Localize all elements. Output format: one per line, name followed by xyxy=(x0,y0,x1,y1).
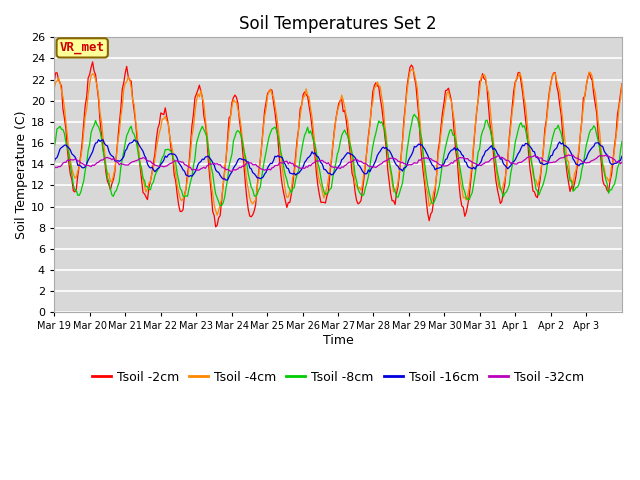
Tsoil -4cm xyxy=(213,212,221,218)
Tsoil -32cm xyxy=(618,159,626,165)
Tsoil -2cm xyxy=(89,59,97,65)
Tsoil -16cm xyxy=(616,157,624,163)
Tsoil -32cm xyxy=(541,158,548,164)
Text: VR_met: VR_met xyxy=(60,41,105,54)
Tsoil -8cm xyxy=(618,139,626,144)
Tsoil -8cm xyxy=(616,148,624,154)
X-axis label: Time: Time xyxy=(323,334,353,347)
Tsoil -4cm xyxy=(344,118,351,123)
Tsoil -32cm xyxy=(70,157,77,163)
Tsoil -8cm xyxy=(70,182,77,188)
Tsoil -2cm xyxy=(212,224,220,230)
Tsoil -16cm xyxy=(50,159,58,165)
Tsoil -8cm xyxy=(410,111,418,117)
Line: Tsoil -32cm: Tsoil -32cm xyxy=(54,155,622,171)
Tsoil -8cm xyxy=(543,169,550,175)
Tsoil -16cm xyxy=(618,154,626,159)
Tsoil -4cm xyxy=(458,185,466,191)
Tsoil -4cm xyxy=(87,73,95,79)
Line: Tsoil -8cm: Tsoil -8cm xyxy=(54,114,622,205)
Tsoil -2cm xyxy=(543,117,550,123)
Tsoil -32cm xyxy=(564,152,572,158)
Line: Tsoil -4cm: Tsoil -4cm xyxy=(54,69,622,215)
Tsoil -4cm xyxy=(543,120,550,126)
Tsoil -8cm xyxy=(50,146,58,152)
Tsoil -32cm xyxy=(87,164,95,169)
Line: Tsoil -2cm: Tsoil -2cm xyxy=(54,62,622,227)
Tsoil -4cm xyxy=(70,171,77,177)
Tsoil -16cm xyxy=(543,161,550,167)
Tsoil -2cm xyxy=(50,82,58,87)
Tsoil -8cm xyxy=(87,130,95,135)
Title: Soil Temperatures Set 2: Soil Temperatures Set 2 xyxy=(239,15,437,33)
Tsoil -32cm xyxy=(344,161,351,167)
Tsoil -2cm xyxy=(618,81,626,87)
Tsoil -4cm xyxy=(50,86,58,92)
Tsoil -2cm xyxy=(616,91,624,97)
Tsoil -8cm xyxy=(344,132,351,138)
Tsoil -8cm xyxy=(458,176,466,181)
Tsoil -32cm xyxy=(616,161,624,167)
Tsoil -4cm xyxy=(618,82,626,87)
Tsoil -16cm xyxy=(95,137,102,143)
Tsoil -16cm xyxy=(87,152,95,157)
Tsoil -32cm xyxy=(227,168,234,174)
Tsoil -2cm xyxy=(345,143,353,148)
Y-axis label: Soil Temperature (C): Soil Temperature (C) xyxy=(15,110,28,239)
Tsoil -2cm xyxy=(87,64,95,70)
Tsoil -4cm xyxy=(409,66,417,72)
Tsoil -16cm xyxy=(458,152,466,157)
Tsoil -2cm xyxy=(458,203,466,209)
Line: Tsoil -16cm: Tsoil -16cm xyxy=(54,140,622,180)
Tsoil -32cm xyxy=(456,155,464,160)
Tsoil -4cm xyxy=(616,96,624,101)
Tsoil -8cm xyxy=(216,203,224,208)
Tsoil -16cm xyxy=(345,150,353,156)
Tsoil -16cm xyxy=(70,152,77,158)
Tsoil -2cm xyxy=(70,188,77,193)
Tsoil -16cm xyxy=(222,177,230,183)
Tsoil -32cm xyxy=(50,166,58,171)
Legend: Tsoil -2cm, Tsoil -4cm, Tsoil -8cm, Tsoil -16cm, Tsoil -32cm: Tsoil -2cm, Tsoil -4cm, Tsoil -8cm, Tsoi… xyxy=(87,366,589,389)
